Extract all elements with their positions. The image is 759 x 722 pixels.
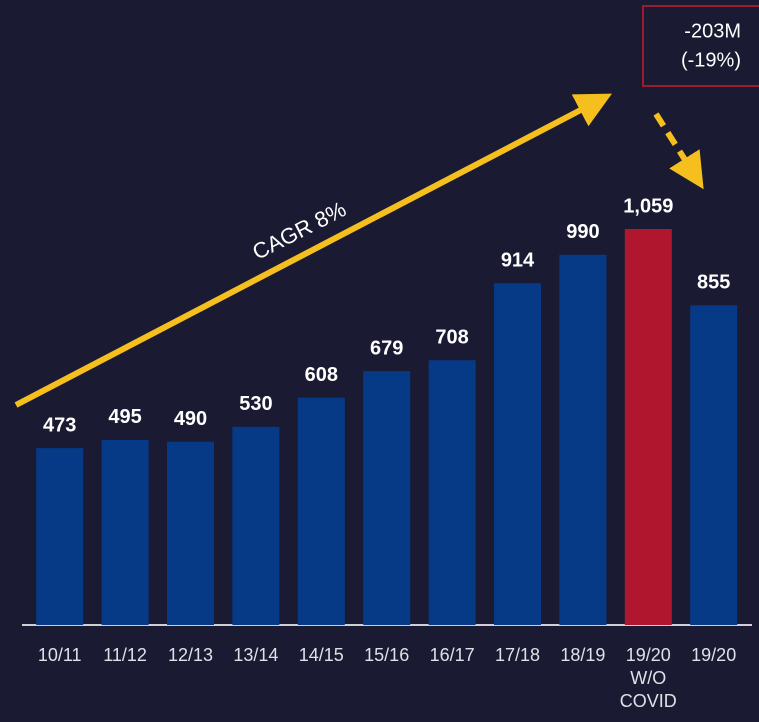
bar (101, 439, 149, 625)
value-label: 530 (239, 393, 272, 415)
x-tick-label: 17/18 (494, 645, 541, 665)
value-label: 490 (174, 408, 207, 430)
value-label: 473 (43, 414, 76, 436)
x-tick-label: 19/20 W/O COVID (619, 645, 677, 711)
change-box (642, 5, 759, 87)
value-label: 608 (305, 364, 338, 386)
bar (297, 397, 345, 625)
x-tick-label: 15/16 (364, 645, 410, 665)
value-label: 914 (501, 250, 535, 272)
change-percent: (-19%) (681, 49, 741, 71)
bar (363, 371, 411, 625)
bar (559, 254, 607, 625)
x-tick-label: 12/13 (167, 645, 214, 665)
bar (428, 360, 476, 625)
bar (232, 426, 280, 625)
value-label: 1,059 (623, 195, 673, 217)
change-value: -203M (684, 20, 741, 42)
value-label: 495 (108, 406, 141, 428)
value-label: 855 (697, 272, 730, 294)
trend-arrow (14, 93, 612, 408)
x-tick-label: 14/15 (298, 645, 344, 665)
bar (624, 229, 672, 625)
x-tick-label: 10/11 (37, 645, 82, 665)
value-label: 679 (370, 337, 403, 359)
x-tick-label: 13/14 (233, 645, 279, 665)
bar (167, 441, 214, 625)
x-tick-label: 11/12 (103, 645, 147, 665)
drop-arrow (653, 112, 704, 190)
bar (494, 283, 541, 625)
x-tick-label: 16/17 (429, 645, 475, 665)
x-tick-label: 19/20 (691, 645, 737, 665)
bar (36, 448, 84, 625)
bar (690, 305, 738, 625)
x-tick-label: 18/19 (560, 645, 606, 665)
value-label: 708 (435, 327, 468, 349)
value-label: 990 (566, 221, 599, 243)
